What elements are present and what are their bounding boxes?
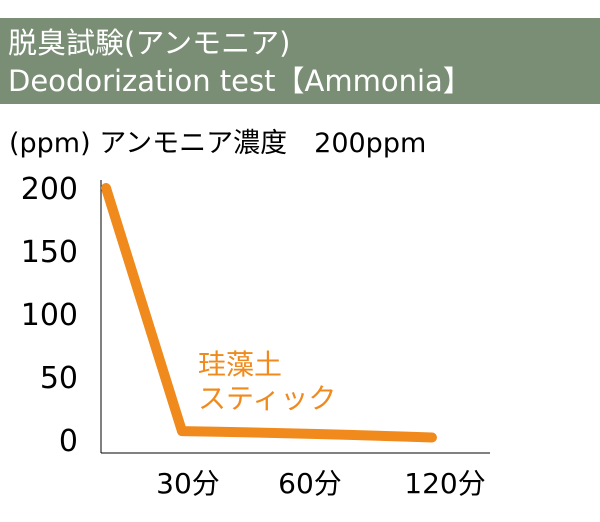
series-label-line: スティック	[198, 382, 336, 415]
title-japanese: 脱臭試験(アンモニア)	[8, 26, 291, 60]
y-tick-label: 0	[59, 424, 78, 459]
y-tick-label: 150	[21, 235, 78, 270]
chart-subtitle: (ppm) アンモニア濃度 200ppm	[9, 128, 427, 159]
y-tick-labels: 200 150 100 50 0	[21, 172, 78, 459]
series-group	[101, 183, 437, 443]
data-point	[299, 434, 301, 436]
y-tick-label: 100	[21, 298, 78, 333]
axes	[100, 180, 490, 454]
x-tick-label: 120分	[404, 467, 485, 500]
data-point	[431, 436, 433, 438]
x-tick-label: 60分	[278, 467, 342, 500]
y-tick-label: 200	[21, 172, 78, 207]
data-point	[105, 187, 107, 189]
y-tick-label: 50	[40, 361, 78, 396]
chart-header: 脱臭試験(アンモニア) Deodorization test【Ammonia】	[0, 18, 600, 104]
x-tick-labels: 30分 60分 120分	[156, 467, 486, 500]
x-tick-label: 30分	[156, 467, 220, 500]
title-english: Deodorization test【Ammonia】	[8, 64, 472, 98]
series-line	[101, 183, 437, 443]
series-label-line: 珪藻土	[198, 348, 282, 381]
data-point	[181, 430, 183, 432]
